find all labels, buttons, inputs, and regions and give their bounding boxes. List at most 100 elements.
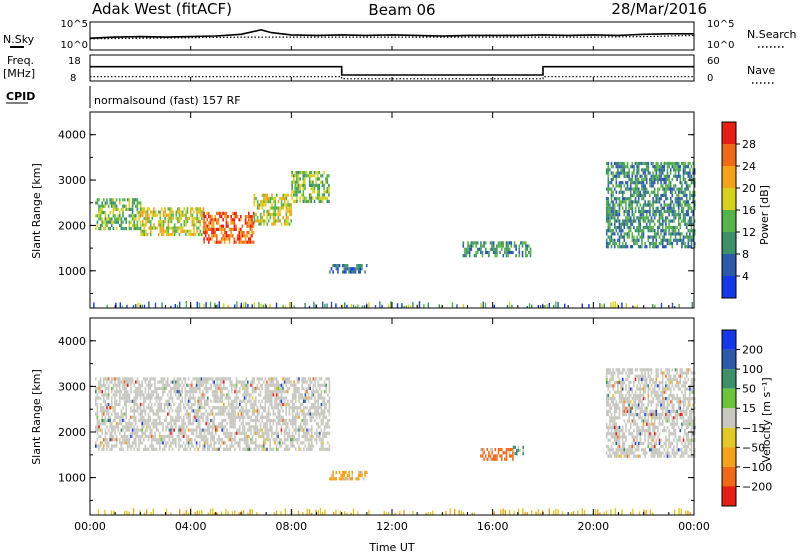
- scatter-cell: [177, 435, 179, 438]
- scatter-cell: [98, 211, 100, 214]
- scatter-cell: [133, 400, 135, 403]
- scatter-cell: [178, 429, 180, 432]
- scatter-cell: [211, 237, 213, 240]
- scatter-cell: [311, 445, 313, 448]
- scatter-cell: [234, 218, 236, 221]
- scatter-cell: [319, 438, 321, 441]
- scatter-cell: [132, 432, 134, 435]
- scatter-cell: [274, 419, 276, 422]
- scatter-cell: [295, 406, 297, 409]
- scatter-cell: [125, 381, 127, 384]
- scatter-cell: [121, 224, 123, 227]
- scatter-cell: [313, 387, 315, 390]
- scatter-cell: [282, 390, 284, 393]
- scatter-cell: [135, 422, 137, 425]
- scatter-cell: [273, 377, 275, 380]
- scatter-cell: [290, 210, 292, 213]
- scatter-cell: [662, 220, 664, 223]
- scatter-cell: [113, 393, 115, 396]
- scatter-cell: [234, 438, 236, 441]
- scatter-cell: [490, 454, 492, 457]
- scatter-cell: [641, 207, 643, 210]
- scatter-cell: [611, 191, 613, 194]
- scatter-cell: [159, 438, 161, 441]
- scatter-cell: [258, 429, 260, 432]
- scatter-cell: [122, 377, 124, 380]
- scatter-cell: [627, 368, 629, 371]
- scatter-cell: [108, 409, 110, 412]
- scatter-cell: [255, 441, 257, 444]
- scatter-cell: [345, 477, 347, 480]
- scatter-cell: [324, 384, 326, 387]
- scatter-cell: [100, 390, 102, 393]
- scatter-cell: [253, 387, 255, 390]
- scatter-cell: [681, 239, 683, 242]
- scatter-cell: [609, 236, 611, 239]
- scatter-cell: [327, 174, 329, 177]
- scatter-cell: [179, 214, 181, 217]
- scatter-cell: [636, 162, 638, 165]
- scatter-cell: [252, 377, 254, 380]
- scatter-cell: [614, 455, 616, 458]
- scatter-cell: [205, 416, 207, 419]
- scatter-cell: [289, 213, 291, 216]
- scatter-cell: [331, 477, 333, 480]
- scatter-cell: [322, 193, 324, 196]
- scatter-cell: [215, 425, 217, 428]
- scatter-cell: [307, 200, 309, 203]
- scatter-cell: [161, 227, 163, 230]
- scatter-cell: [636, 387, 638, 390]
- scatter-cell: [672, 194, 674, 197]
- scatter-cell: [327, 425, 329, 428]
- scatter-cell: [282, 403, 284, 406]
- scatter-cell: [668, 232, 670, 235]
- scatter-cell: [193, 409, 195, 412]
- scatter-cell: [278, 207, 280, 210]
- scatter-cell: [194, 416, 196, 419]
- scatter-cell: [676, 194, 678, 197]
- scatter-cell: [233, 406, 235, 409]
- scatter-cell: [234, 390, 236, 393]
- scatter-cell: [506, 254, 508, 257]
- scatter-cell: [628, 445, 630, 448]
- scatter-cell: [153, 448, 155, 451]
- scatter-cell: [153, 425, 155, 428]
- scatter-cell: [208, 241, 210, 244]
- scatter-cell: [630, 410, 632, 413]
- scatter-cell: [640, 435, 642, 438]
- scatter-cell: [122, 205, 124, 208]
- scatter-cell: [106, 377, 108, 380]
- scatter-cell: [223, 419, 225, 422]
- scatter-cell: [295, 397, 297, 400]
- scatter-cell: [324, 397, 326, 400]
- scatter-cell: [652, 239, 654, 242]
- scatter-cell: [177, 377, 179, 380]
- scatter-cell: [181, 397, 183, 400]
- near-range-cell: [289, 302, 290, 308]
- scatter-cell: [111, 435, 113, 438]
- scatter-cell: [183, 419, 185, 422]
- scatter-cell: [628, 387, 630, 390]
- scatter-cell: [493, 251, 495, 254]
- scatter-cell: [179, 227, 181, 230]
- scatter-cell: [496, 254, 498, 257]
- scatter-cell: [146, 425, 148, 428]
- scatter-cell: [289, 223, 291, 226]
- scatter-cell: [276, 429, 278, 432]
- scatter-cell: [148, 403, 150, 406]
- scatter-cell: [606, 381, 608, 384]
- scatter-cell: [218, 425, 220, 428]
- scatter-cell: [196, 419, 198, 422]
- scatter-cell: [643, 429, 645, 432]
- scatter-cell: [215, 377, 217, 380]
- scatter-cell: [245, 234, 247, 237]
- scatter-cell: [129, 397, 131, 400]
- scatter-cell: [268, 377, 270, 380]
- scatter-cell: [290, 445, 292, 448]
- scatter-cell: [260, 213, 262, 216]
- scatter-cell: [261, 384, 263, 387]
- scatter-cell: [493, 458, 495, 461]
- scatter-cell: [255, 416, 257, 419]
- scatter-cell: [296, 193, 298, 196]
